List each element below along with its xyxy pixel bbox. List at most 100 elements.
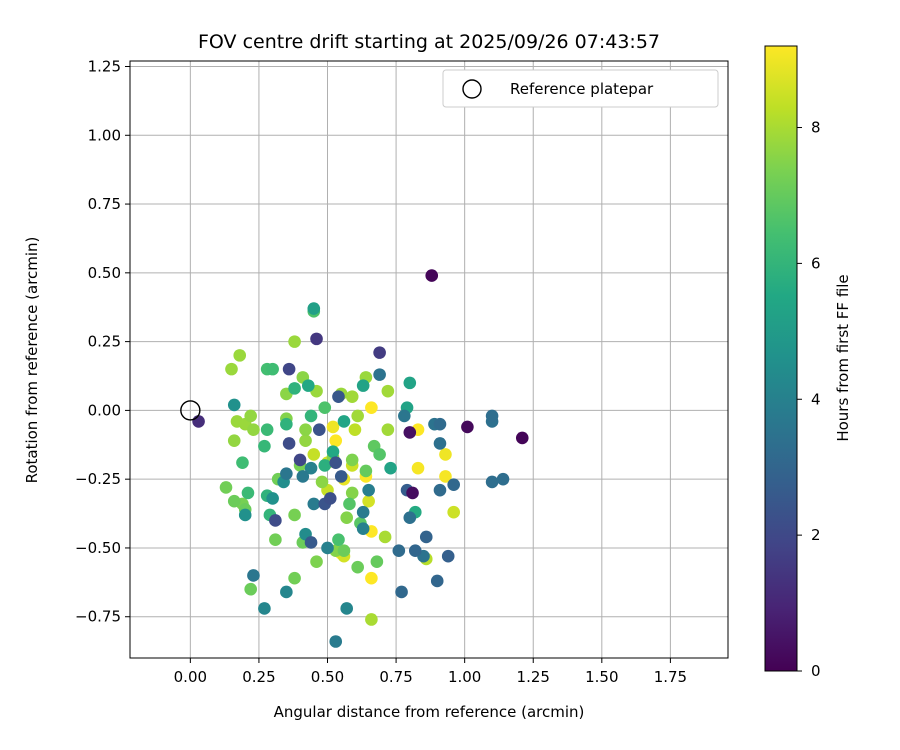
data-point: [406, 486, 419, 500]
data-point: [370, 555, 384, 569]
colorbar-tick-label: 2: [811, 526, 821, 544]
data-point: [269, 533, 282, 547]
data-point: [269, 514, 282, 527]
data-point: [304, 461, 318, 475]
data-point: [192, 415, 205, 428]
colorbar-gradient: [764, 45, 798, 672]
data-point: [461, 420, 474, 434]
data-point: [356, 522, 370, 535]
data-point: [356, 379, 370, 392]
data-point: [395, 585, 408, 599]
data-point: [343, 497, 356, 511]
data-point: [312, 423, 326, 436]
data-point: [373, 448, 386, 461]
data-point: [310, 332, 323, 346]
data-point: [337, 415, 351, 428]
data-point: [258, 602, 271, 615]
data-point: [321, 541, 334, 555]
data-point: [280, 417, 293, 431]
x-tick-label: 0.25: [242, 668, 275, 686]
data-point: [447, 478, 460, 491]
data-point: [496, 472, 510, 486]
data-point: [307, 448, 321, 461]
legend-label: Reference platepar: [510, 80, 654, 98]
data-point: [219, 481, 233, 494]
data-point: [384, 461, 397, 475]
data-point: [340, 511, 354, 524]
data-point: [356, 505, 370, 519]
data-point: [485, 475, 499, 489]
x-axis-label: Angular distance from reference (arcmin): [274, 703, 585, 721]
plot-frame: [129, 60, 729, 659]
data-point: [318, 459, 332, 472]
x-tick-label: 0.50: [311, 668, 344, 686]
data-point: [441, 549, 455, 563]
data-point: [403, 376, 417, 390]
data-point: [247, 569, 260, 582]
data-point: [362, 483, 375, 497]
legend-box: [442, 69, 719, 108]
data-point: [392, 544, 406, 558]
colorbar-tick-label: 0: [811, 662, 821, 680]
x-tick-label: 1.50: [585, 668, 618, 686]
data-point: [282, 437, 296, 450]
data-point: [411, 461, 425, 475]
y-tick-label: 0.00: [88, 401, 121, 419]
data-point: [299, 423, 312, 436]
data-point: [258, 439, 271, 453]
x-tick-label: 1.75: [654, 668, 687, 686]
data-point: [247, 423, 260, 436]
y-tick-label: −0.50: [75, 539, 121, 557]
chart-title: FOV centre drift starting at 2025/09/26 …: [198, 31, 660, 53]
data-point: [238, 508, 252, 522]
y-tick-label: −0.25: [75, 470, 121, 488]
x-tick-label: 1.25: [517, 668, 550, 686]
data-point: [425, 269, 439, 282]
data-point: [244, 582, 257, 596]
data-point: [326, 420, 340, 434]
data-point: [299, 434, 312, 447]
y-tick-label: 0.50: [88, 264, 121, 282]
data-point: [403, 426, 417, 439]
data-point: [332, 533, 345, 547]
data-point: [307, 302, 321, 315]
data-point: [430, 574, 444, 588]
data-point: [378, 530, 392, 544]
data-point: [293, 453, 307, 467]
legend: Reference platepar: [442, 69, 719, 108]
data-point: [345, 390, 359, 403]
data-point: [315, 475, 329, 489]
data-point: [381, 423, 395, 436]
data-point: [225, 362, 238, 376]
data-point: [365, 571, 378, 585]
data-point: [381, 384, 395, 398]
data-point: [359, 464, 373, 478]
data-point: [304, 409, 318, 423]
colorbar-ticks: 0 2 4 6 8: [797, 119, 821, 680]
x-axis-ticks: 0.00 0.25 0.50 0.75 1.00 1.25 1.50 1.75: [174, 658, 687, 686]
data-point: [241, 486, 255, 500]
data-point: [288, 571, 301, 585]
data-point: [365, 613, 378, 626]
data-point: [318, 401, 332, 414]
data-point: [280, 585, 293, 599]
data-point: [233, 349, 247, 362]
data-point: [348, 423, 362, 436]
data-point: [373, 346, 386, 359]
data-point: [419, 530, 433, 544]
data-point: [351, 409, 364, 423]
data-point: [323, 492, 337, 505]
data-point: [260, 423, 274, 436]
data-point: [288, 382, 301, 395]
data-point: [332, 390, 345, 403]
data-point: [439, 448, 452, 461]
data-point: [288, 335, 301, 348]
data-point: [329, 434, 343, 447]
data-point: [433, 417, 447, 431]
colorbar-tick-label: 8: [811, 119, 821, 137]
data-point: [340, 602, 354, 615]
data-point: [365, 401, 378, 414]
data-point: [302, 379, 315, 392]
data-point: [334, 470, 348, 483]
data-point: [398, 409, 411, 423]
